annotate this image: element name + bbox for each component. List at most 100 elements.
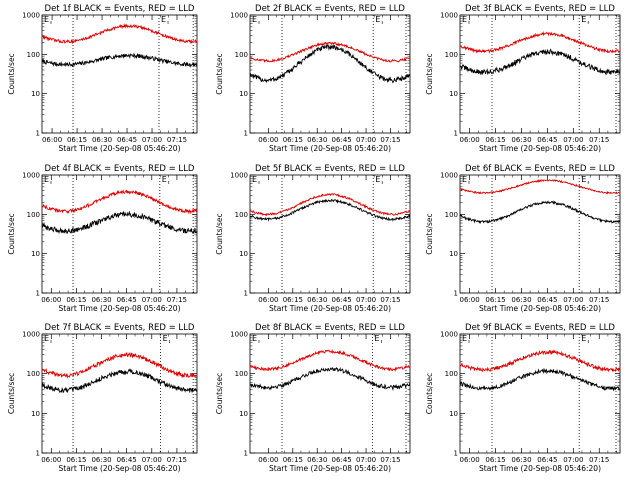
- plot-frame: [41, 333, 198, 454]
- y-tick-label: 100: [445, 51, 458, 59]
- series-events-line: [41, 210, 198, 235]
- y-tick-label: 10: [31, 250, 40, 258]
- y-tick-label: 1: [454, 450, 458, 458]
- plot-frame: [249, 333, 411, 454]
- y-axis-label: Counts/sec: [7, 213, 16, 254]
- y-tick-label: 1000: [440, 172, 458, 180]
- x-tick-label: 06:00: [258, 136, 278, 144]
- event-marker-label: E: [162, 175, 167, 184]
- y-tick-label: 10: [31, 410, 40, 418]
- x-tick-label: 06:15: [283, 456, 303, 464]
- y-tick-label: 100: [235, 211, 248, 219]
- y-tick-label: 1: [454, 290, 458, 298]
- y-tick-label: 1000: [230, 331, 248, 339]
- y-axis-label: Counts/sec: [215, 373, 224, 414]
- y-tick-label: 10: [449, 410, 458, 418]
- event-marker-label: E: [44, 15, 49, 24]
- x-tick-label: 07:00: [142, 136, 162, 144]
- x-tick-label: 06:30: [307, 136, 327, 144]
- x-axis-label: Start Time (20-Sep-08 05:46:20): [59, 144, 181, 153]
- y-tick-label: 100: [27, 370, 40, 378]
- y-tick-label: 1: [36, 130, 40, 138]
- series-lld-line: [459, 178, 621, 195]
- x-axis-label: Start Time (20-Sep-08 05:46:20): [59, 464, 181, 473]
- series-lld-line: [249, 193, 411, 217]
- x-tick-label: 06:30: [92, 136, 112, 144]
- x-tick-label: 06:00: [258, 456, 278, 464]
- x-tick-label: 06:00: [258, 296, 278, 304]
- plot-frame: [459, 174, 621, 294]
- series-lld-line: [41, 351, 198, 379]
- event-marker-label: E: [581, 15, 586, 24]
- x-tick-label: 06:15: [67, 136, 87, 144]
- event-marker-label: E: [462, 334, 467, 343]
- y-tick-label: 1000: [440, 12, 458, 20]
- event-marker-label: E: [252, 334, 257, 343]
- plot-frame: [41, 174, 198, 294]
- y-tick-label: 10: [239, 410, 248, 418]
- x-tick-label: 06:15: [485, 136, 505, 144]
- x-tick-label: 07:15: [380, 296, 400, 304]
- event-marker-label: E: [163, 334, 168, 343]
- event-marker-label: E: [44, 175, 49, 184]
- x-tick-label: 06:30: [307, 456, 327, 464]
- series-events-line: [459, 48, 621, 75]
- chart-title: Det 5f BLACK = Events, RED = LLD: [255, 164, 405, 174]
- x-tick-label: 06:45: [537, 296, 557, 304]
- x-tick-label: 07:15: [167, 296, 187, 304]
- event-marker-label: E: [252, 15, 257, 24]
- event-marker-label: E: [581, 334, 586, 343]
- y-tick-label: 100: [27, 211, 40, 219]
- plot-frame: [41, 14, 198, 134]
- x-tick-label: 06:15: [66, 296, 86, 304]
- y-tick-label: 1000: [230, 172, 248, 180]
- chart-title: Det 7f BLACK = Events, RED = LLD: [45, 323, 195, 333]
- y-tick-label: 1000: [22, 172, 40, 180]
- series-events-line: [459, 200, 621, 224]
- x-tick-label: 07:00: [563, 136, 583, 144]
- series-events-line: [41, 52, 198, 68]
- series-events-line: [249, 43, 411, 84]
- x-tick-label: 07:15: [380, 136, 400, 144]
- series-events-line: [459, 367, 621, 392]
- x-tick-label: 06:30: [307, 296, 327, 304]
- x-tick-label: 06:00: [41, 456, 61, 464]
- x-tick-label: 07:15: [589, 136, 609, 144]
- plot-frame: [459, 333, 621, 454]
- series-lld-line: [41, 189, 198, 215]
- chart-title: Det 9f BLACK = Events, RED = LLD: [465, 323, 615, 333]
- series-lld-line: [459, 349, 621, 373]
- event-marker-label: E: [252, 175, 257, 184]
- x-tick-label: 06:15: [485, 456, 505, 464]
- x-tick-label: 06:00: [460, 296, 480, 304]
- y-tick-label: 1: [244, 290, 248, 298]
- x-tick-label: 06:30: [91, 456, 111, 464]
- x-tick-label: 06:30: [511, 456, 531, 464]
- x-tick-label: 06:45: [117, 136, 137, 144]
- plot-frame: [459, 14, 621, 134]
- series-lld-line: [249, 41, 411, 63]
- y-tick-label: 100: [235, 370, 248, 378]
- y-axis-label: Counts/sec: [215, 53, 224, 94]
- event-marker-label: E: [375, 175, 380, 184]
- chart-title: Det 3f BLACK = Events, RED = LLD: [465, 4, 615, 14]
- y-tick-label: 10: [239, 90, 248, 98]
- x-tick-label: 06:30: [511, 136, 531, 144]
- x-tick-label: 06:45: [117, 296, 137, 304]
- x-tick-label: 06:00: [460, 456, 480, 464]
- y-tick-label: 10: [449, 90, 458, 98]
- x-tick-label: 07:15: [589, 296, 609, 304]
- y-tick-label: 1000: [22, 12, 40, 20]
- x-axis-label: Start Time (20-Sep-08 05:46:20): [479, 464, 601, 473]
- x-tick-label: 06:45: [537, 136, 557, 144]
- x-tick-label: 07:00: [356, 136, 376, 144]
- y-tick-label: 100: [445, 211, 458, 219]
- series-lld-line: [249, 348, 411, 372]
